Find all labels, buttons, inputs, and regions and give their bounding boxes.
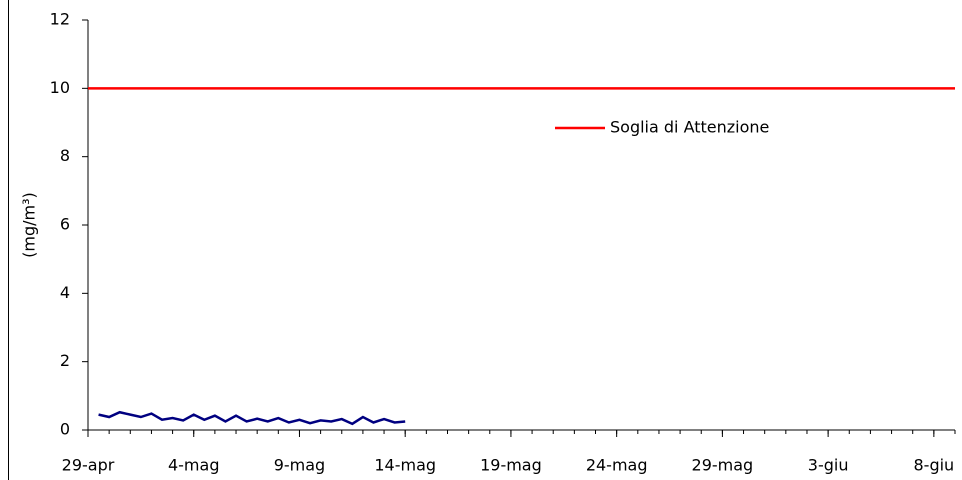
y-tick-label: 4 [60, 283, 70, 302]
x-tick-label: 8-giu [914, 456, 955, 475]
y-tick-label: 0 [60, 420, 70, 439]
x-tick-label: 9-mag [274, 456, 326, 475]
y-tick-label: 6 [60, 215, 70, 234]
x-tick-label: 3-giu [808, 456, 849, 475]
legend-label: Soglia di Attenzione [610, 118, 769, 137]
x-tick-label: 29-apr [62, 456, 115, 475]
x-tick-label: 29-mag [692, 456, 754, 475]
x-tick-label: 19-mag [480, 456, 542, 475]
series-line [98, 410, 406, 426]
x-tick-label: 4-mag [168, 456, 220, 475]
y-tick-label: 2 [60, 351, 70, 370]
x-tick-label: 24-mag [586, 456, 648, 475]
y-axis-label: (mg/m³) [20, 192, 39, 258]
y-tick-label: 8 [60, 146, 70, 165]
y-tick-label: 12 [50, 10, 70, 29]
y-tick-label: 10 [50, 78, 70, 97]
x-tick-label: 14-mag [374, 456, 436, 475]
